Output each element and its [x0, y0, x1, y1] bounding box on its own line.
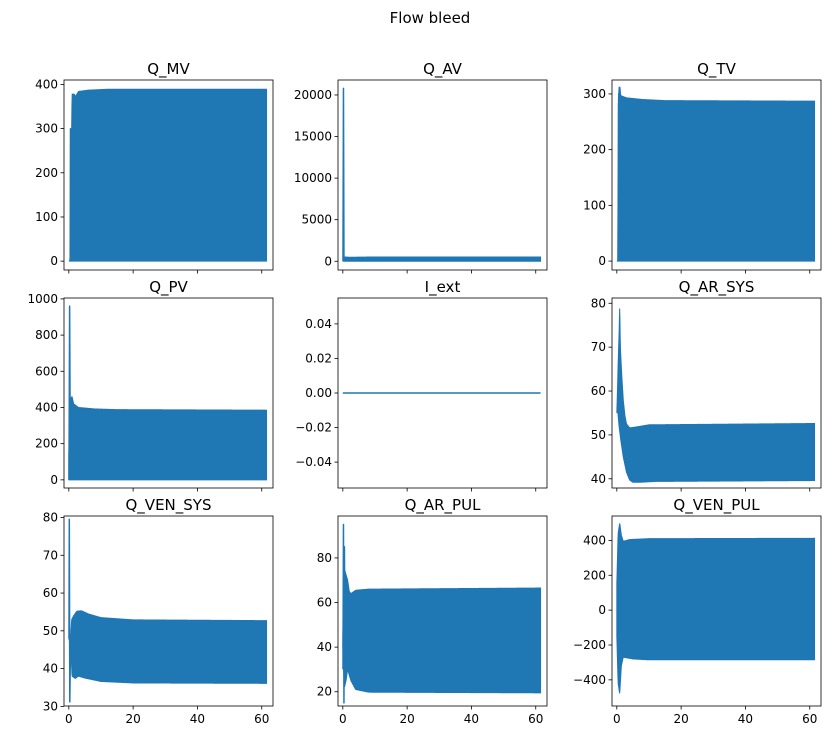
y-tick-label-q-mv: 400: [35, 77, 58, 91]
y-tick-label-i-ext: 0.04: [305, 317, 332, 331]
y-tick-label-q-av: 5000: [301, 213, 332, 227]
subplot-q-ven-pul: Q_VEN_PUL 0 20 40 60 −400 −200 0 200 400: [573, 496, 822, 726]
subplot-title-q-av: Q_AV: [423, 60, 463, 79]
axes-frame-q-ven-pul: [611, 515, 822, 707]
y-tick-label-q-mv: 100: [35, 210, 58, 224]
y-tick-label-q-ven-sys: 60: [43, 586, 58, 600]
x-tick-label-q-ven-pul: 20: [673, 712, 688, 726]
x-tick-label-q-ven-pul: 0: [613, 712, 621, 726]
axes-frame-q-av: [337, 79, 548, 271]
y-tick-label-q-pv: 0: [50, 473, 58, 487]
series-envelope-q-ven-sys: [68, 610, 268, 684]
subplot-i-ext: I_ext −0.04 −0.02 0.00 0.02 0.04: [295, 278, 548, 492]
y-tick-label-i-ext: −0.02: [295, 421, 332, 435]
x-tick-label-q-ven-pul: 40: [738, 712, 753, 726]
y-tick-label-q-pv: 400: [35, 400, 58, 414]
y-tick-label-q-ven-sys: 30: [43, 699, 58, 713]
subplot-title-q-pv: Q_PV: [149, 278, 188, 297]
series-envelope-q-av: [342, 256, 542, 262]
y-tick-label-q-mv: 0: [50, 254, 58, 268]
y-tick-label-q-ven-pul: 0: [598, 603, 606, 617]
y-tick-label-i-ext: 0.00: [305, 386, 332, 400]
y-tick-label-q-av: 15000: [294, 130, 332, 144]
y-tick-label-q-mv: 300: [35, 122, 58, 136]
y-tick-label-q-ar-pul: 20: [317, 685, 332, 699]
subplot-q-ar-sys: Q_AR_SYS 40 50 60 70 80: [591, 278, 822, 492]
x-tick-label-q-ven-sys: 40: [190, 712, 205, 726]
axes-frame-q-mv: [63, 79, 274, 271]
subplot-q-ven-sys: Q_VEN_SYS 0 20 40 60 30 40 50 60 70 80: [43, 496, 274, 726]
y-tick-label-q-ven-pul: 400: [583, 533, 606, 547]
y-tick-label-q-ar-sys: 80: [591, 296, 606, 310]
y-tick-label-q-ven-sys: 70: [43, 548, 58, 562]
subplot-title-q-ar-pul: Q_AR_PUL: [405, 496, 482, 515]
x-tick-label-q-ven-pul: 60: [802, 712, 817, 726]
y-tick-label-q-ven-sys: 40: [43, 662, 58, 676]
y-tick-label-q-pv: 200: [35, 437, 58, 451]
y-tick-label-i-ext: −0.04: [295, 455, 332, 469]
x-tick-label-q-ar-pul: 20: [399, 712, 414, 726]
series-line-initial-spike-q-av: [342, 87, 345, 262]
x-tick-label-q-ven-sys: 0: [65, 712, 73, 726]
subplot-title-i-ext: I_ext: [425, 278, 461, 297]
subplot-title-q-ven-pul: Q_VEN_PUL: [673, 496, 760, 515]
axes-frame-q-tv: [611, 79, 822, 271]
subplot-title-q-tv: Q_TV: [697, 60, 736, 79]
y-tick-label-q-ar-sys: 70: [591, 340, 606, 354]
subplot-q-av: Q_AV 0 5000 10000 15000 20000: [294, 60, 548, 274]
y-tick-label-q-ar-pul: 80: [317, 551, 332, 565]
subplot-q-mv: Q_MV 0 100 200 300 400: [35, 60, 274, 274]
series-envelope-q-mv: [68, 88, 268, 262]
subplot-q-pv: Q_PV 0 200 400 600 800 1000: [27, 278, 274, 492]
y-tick-label-q-av: 0: [324, 254, 332, 268]
axes-frame-q-pv: [63, 297, 274, 489]
y-tick-label-q-ven-pul: 200: [583, 568, 606, 582]
series-envelope-q-ven-pul: [616, 523, 816, 694]
y-tick-label-q-ven-sys: 80: [43, 511, 58, 525]
axes-frame-q-ar-sys: [611, 297, 822, 489]
series-line-initial-spike-q-ven-sys: [68, 518, 72, 703]
y-tick-label-q-pv: 800: [35, 328, 58, 342]
y-tick-label-q-tv: 300: [583, 87, 606, 101]
y-tick-label-q-ar-pul: 60: [317, 596, 332, 610]
y-tick-label-q-mv: 200: [35, 166, 58, 180]
y-tick-label-q-tv: 100: [583, 198, 606, 212]
subplot-title-q-ar-sys: Q_AR_SYS: [679, 278, 755, 297]
x-tick-label-q-ar-pul: 0: [339, 712, 347, 726]
series-envelope-q-pv: [68, 395, 268, 481]
axes-frame-q-ven-sys: [63, 515, 274, 707]
series-line-initial-spike-q-pv: [68, 305, 72, 480]
y-tick-label-q-ar-sys: 60: [591, 384, 606, 398]
figure-title: Flow bleed: [390, 9, 471, 27]
y-tick-label-q-tv: 200: [583, 143, 606, 157]
series-line-initial-spike-q-ar-pul: [342, 523, 346, 704]
y-tick-label-q-av: 10000: [294, 171, 332, 185]
subplot-title-q-mv: Q_MV: [147, 60, 190, 79]
x-tick-label-q-ar-pul: 40: [464, 712, 479, 726]
y-tick-label-q-ven-sys: 50: [43, 624, 58, 638]
y-tick-label-q-ar-sys: 50: [591, 428, 606, 442]
y-tick-label-i-ext: 0.02: [305, 351, 332, 365]
series-envelope-q-ar-pul: [342, 569, 542, 694]
y-tick-label-q-ar-pul: 40: [317, 640, 332, 654]
y-tick-label-q-ven-pul: −200: [573, 638, 606, 652]
y-tick-label-q-pv: 1000: [27, 292, 58, 306]
y-tick-label-q-pv: 600: [35, 364, 58, 378]
x-tick-label-q-ar-pul: 60: [528, 712, 543, 726]
y-tick-label-q-ar-sys: 40: [591, 472, 606, 486]
subplot-q-ar-pul: Q_AR_PUL 0 20 40 60 20 40 60 80: [317, 496, 548, 726]
subplot-title-q-ven-sys: Q_VEN_SYS: [126, 496, 212, 515]
x-tick-label-q-ven-sys: 60: [254, 712, 269, 726]
y-tick-label-q-av: 20000: [294, 88, 332, 102]
y-tick-label-q-ven-pul: −400: [573, 673, 606, 687]
y-tick-label-q-tv: 0: [598, 254, 606, 268]
x-tick-label-q-ven-sys: 20: [125, 712, 140, 726]
axes-frame-q-ar-pul: [337, 515, 548, 707]
subplot-q-tv: Q_TV 0 100 200 300: [583, 60, 822, 274]
series-envelope-q-tv: [616, 86, 816, 262]
series-envelope-q-ar-sys: [616, 308, 816, 483]
